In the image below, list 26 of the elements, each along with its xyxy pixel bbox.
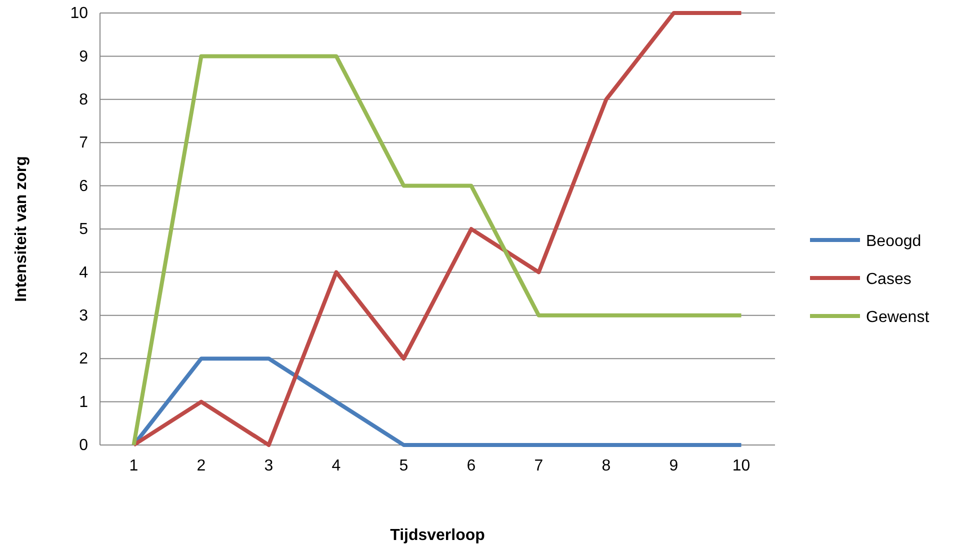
legend-label: Cases [866, 271, 912, 288]
y-tick-label: 10 [70, 5, 88, 22]
legend-label: Gewenst [866, 309, 930, 326]
x-tick-label: 9 [669, 457, 678, 474]
x-tick-label: 7 [534, 457, 544, 474]
y-tick-label: 2 [79, 350, 88, 368]
y-tick-label: 9 [79, 48, 88, 66]
x-tick-label: 6 [466, 457, 476, 474]
x-axis-title: Tijdsverloop [390, 527, 486, 544]
x-tick-label: 2 [196, 457, 206, 474]
x-tick-label: 10 [732, 457, 750, 474]
x-tick-label: 5 [399, 457, 408, 474]
y-axis-title: Intensiteit van zorg [13, 156, 30, 302]
y-tick-label: 8 [79, 92, 88, 109]
y-tick-label: 4 [79, 264, 88, 282]
x-tick-label: 1 [129, 457, 138, 474]
x-tick-label: 3 [264, 457, 274, 474]
y-tick-label: 6 [79, 178, 88, 195]
x-tick-label: 8 [602, 457, 611, 474]
y-tick-label: 3 [79, 308, 88, 325]
y-tick-label: 1 [79, 394, 88, 411]
y-tick-label: 5 [79, 221, 88, 238]
y-tick-label: 0 [79, 437, 88, 454]
legend-label: Beoogd [866, 233, 922, 250]
x-tick-label: 4 [332, 457, 341, 474]
y-tick-label: 7 [79, 134, 88, 152]
